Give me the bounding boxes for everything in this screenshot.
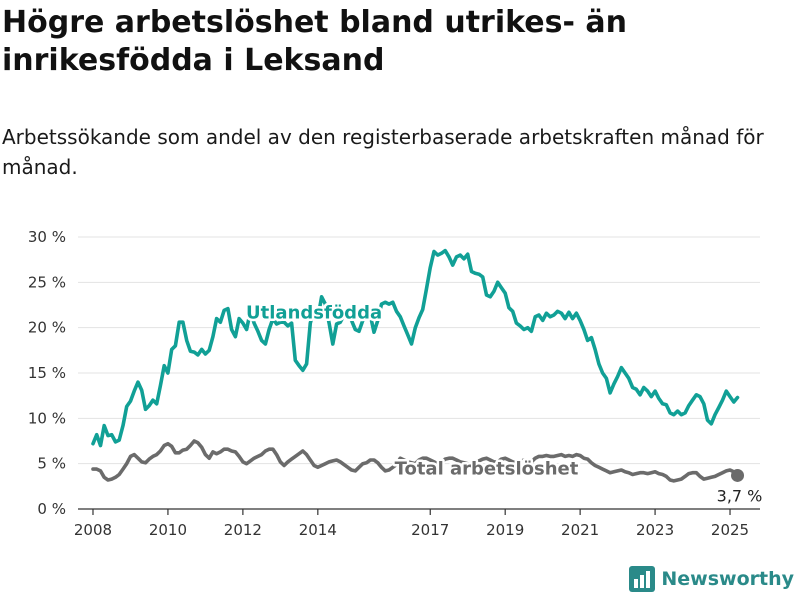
- x-tick-label: 2023: [636, 521, 674, 539]
- x-tick-label: 2017: [411, 521, 449, 539]
- series-label-total: Total arbetslöshet: [395, 459, 579, 480]
- y-tick-label: 15 %: [28, 364, 66, 382]
- chart-subtitle: Arbetssökande som andel av den registerb…: [2, 125, 764, 179]
- series-label-utlandsfodda: Utlandsfödda: [246, 303, 382, 324]
- chart-title: Högre arbetslöshet bland utrikes- än inr…: [2, 5, 627, 78]
- y-tick-label: 5 %: [37, 455, 66, 473]
- y-tick-label: 0 %: [37, 500, 66, 518]
- series-utlandsfodda-line: [91, 248, 740, 448]
- x-tick-label: 2019: [486, 521, 524, 539]
- brand-name: Newsworthy: [661, 568, 794, 590]
- x-tick-label: 2010: [149, 521, 187, 539]
- grid-lines: [78, 236, 760, 465]
- x-tick-label: 2008: [74, 521, 112, 539]
- y-tick-label: 10 %: [28, 409, 66, 427]
- series-lines: [91, 248, 740, 483]
- x-tick-label: 2021: [561, 521, 599, 539]
- y-tick-label: 30 %: [28, 228, 66, 246]
- series-total-line: [91, 439, 740, 483]
- end-point-marker: [731, 468, 745, 482]
- x-tick-label: 2014: [299, 521, 337, 539]
- newsworthy-icon: [629, 566, 656, 592]
- y-tick-label: 20 %: [28, 319, 66, 337]
- x-tick-label: 2025: [711, 521, 749, 539]
- x-tick-label: 2012: [224, 521, 262, 539]
- y-tick-label: 25 %: [28, 273, 66, 291]
- brand-logo[interactable]: Newsworthy: [629, 564, 794, 594]
- series-labels: Utlandsfödda Total arbetslöshet 3,7 %: [244, 300, 763, 505]
- end-value-label: 3,7 %: [717, 486, 763, 505]
- axes: 0 % 5 % 10 % 15 % 20 % 25 % 30 % 2008 2010 2012 20…: [28, 228, 760, 539]
